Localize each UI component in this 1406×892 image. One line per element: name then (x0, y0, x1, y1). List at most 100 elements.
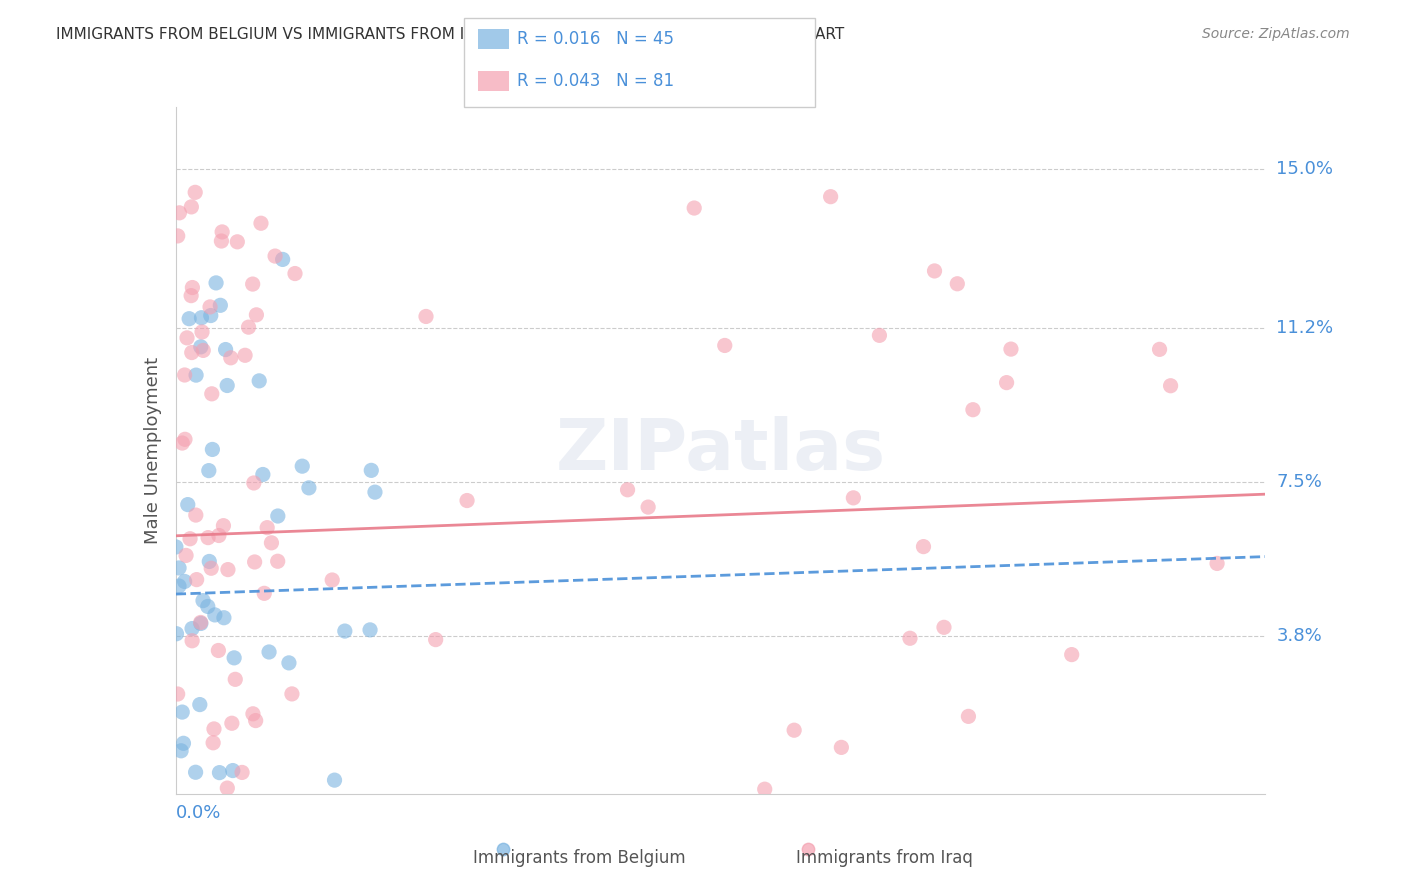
Point (172, 736, 194, 750)
Point (1000, 342, 1022, 356)
Point (193, 343, 215, 358)
Point (190, 616, 212, 631)
Point (181, 280, 204, 294)
Y-axis label: Male Unemployment: Male Unemployment (143, 357, 162, 544)
Point (233, 348, 256, 362)
Point (217, 563, 239, 577)
Point (180, 200, 202, 214)
Point (783, 723, 806, 738)
Point (1060, 648, 1083, 662)
Point (212, 611, 235, 625)
Point (264, 249, 287, 263)
Point (202, 722, 225, 736)
Point (170, 744, 193, 758)
Point (359, 623, 381, 637)
Text: 11.2%: 11.2% (1277, 318, 1333, 336)
Point (188, 698, 211, 712)
Point (924, 264, 946, 278)
Point (637, 500, 659, 514)
Point (820, 189, 842, 203)
Point (198, 554, 221, 568)
Point (278, 656, 301, 670)
Point (995, 376, 1018, 390)
Point (1206, 557, 1229, 571)
Text: Immigrants from Iraq: Immigrants from Iraq (796, 849, 973, 867)
Point (224, 673, 246, 687)
Point (217, 781, 239, 796)
Point (166, 228, 188, 243)
Point (238, 320, 260, 334)
Point (242, 706, 264, 721)
Point (167, 561, 190, 575)
Point (1160, 378, 1182, 392)
Point (180, 288, 202, 302)
Point (616, 483, 638, 497)
Point (200, 309, 222, 323)
Text: Source: ZipAtlas.com: Source: ZipAtlas.com (1202, 27, 1350, 41)
Point (323, 773, 346, 788)
Point (212, 518, 235, 533)
Point (176, 331, 198, 345)
Point (243, 555, 266, 569)
Point (830, 740, 852, 755)
Point (179, 532, 201, 546)
Point (284, 267, 307, 281)
Point (211, 225, 233, 239)
Point (208, 528, 231, 542)
Point (226, 235, 249, 249)
Point (197, 531, 219, 545)
Point (245, 308, 267, 322)
Point (962, 402, 984, 417)
Text: R = 0.043   N = 81: R = 0.043 N = 81 (517, 72, 675, 90)
Point (456, 493, 478, 508)
Point (932, 620, 955, 634)
Point (222, 764, 245, 778)
Point (754, 782, 776, 797)
Point (184, 508, 207, 522)
Text: IMMIGRANTS FROM BELGIUM VS IMMIGRANTS FROM IRAQ MALE UNEMPLOYMENT CORRELATION CH: IMMIGRANTS FROM BELGIUM VS IMMIGRANTS FR… (56, 27, 845, 42)
Point (253, 586, 276, 600)
Point (180, 345, 202, 359)
Point (190, 340, 212, 354)
Point (281, 687, 304, 701)
Point (169, 206, 191, 220)
Text: 15.0%: 15.0% (1277, 161, 1333, 178)
Text: 0.0%: 0.0% (176, 805, 221, 822)
Point (957, 709, 980, 723)
Point (291, 459, 314, 474)
Point (181, 633, 204, 648)
Point (243, 475, 266, 490)
Point (202, 736, 225, 750)
Point (415, 310, 437, 324)
Text: Immigrants from Belgium: Immigrants from Belgium (472, 849, 685, 867)
Point (172, 436, 194, 450)
Point (247, 374, 270, 388)
Point (683, 201, 706, 215)
Point (898, 632, 921, 646)
Text: ZIPatlas: ZIPatlas (555, 416, 886, 485)
Text: 7.5%: 7.5% (1277, 473, 1322, 491)
Point (267, 554, 290, 568)
Point (173, 574, 195, 589)
Point (167, 579, 190, 593)
Point (165, 540, 187, 554)
Point (184, 368, 207, 383)
Point (425, 632, 447, 647)
Point (201, 442, 224, 457)
Point (214, 343, 236, 357)
Point (200, 561, 222, 575)
Point (207, 643, 229, 657)
Point (912, 540, 935, 554)
Point (204, 607, 226, 622)
Point (201, 387, 224, 401)
Point (321, 573, 343, 587)
Point (267, 508, 290, 523)
Point (250, 216, 273, 230)
Point (946, 277, 969, 291)
Point (191, 325, 214, 339)
Point (191, 593, 214, 607)
Point (177, 498, 200, 512)
Text: R = 0.016   N = 45: R = 0.016 N = 45 (517, 30, 675, 48)
Point (842, 491, 865, 505)
Point (174, 432, 197, 446)
